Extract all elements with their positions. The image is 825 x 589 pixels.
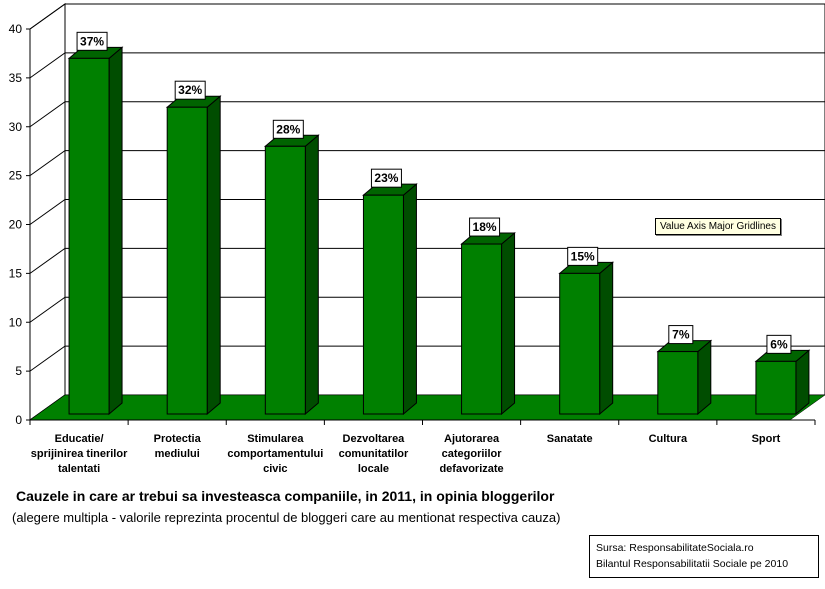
source-line-2: Bilantul Responsabilitatii Sociale pe 20… [596, 558, 789, 570]
bar [755, 360, 797, 415]
gridlines-tooltip: Value Axis Major Gridlines [655, 218, 781, 235]
data-label: 32% [178, 83, 202, 97]
bar-side [402, 183, 417, 416]
data-label: 28% [276, 122, 300, 136]
x-category-label: categoriilor [442, 448, 503, 460]
bar [264, 145, 306, 415]
bar [657, 351, 699, 415]
data-label-box [567, 246, 599, 266]
data-label-box [370, 168, 402, 188]
data-label: 18% [473, 220, 497, 234]
data-label: 7% [672, 328, 690, 342]
bar-side [206, 95, 221, 416]
bar-side [599, 261, 614, 416]
data-label-box [174, 80, 206, 100]
bars [67, 46, 811, 416]
bar [68, 57, 110, 415]
gridline [29, 3, 825, 30]
y-tick-label: 35 [9, 71, 23, 85]
x-category-label: Sport [752, 433, 781, 445]
x-category-label: locale [358, 463, 389, 475]
data-label-box [766, 334, 792, 354]
x-category-label: defavorizate [439, 463, 503, 475]
x-category-label: talentati [58, 463, 100, 475]
data-label: 37% [80, 34, 104, 48]
bar [559, 272, 601, 415]
x-axis: Educatie/sprijinirea tinerilor talentati P… [29, 419, 816, 475]
data-label: 15% [571, 249, 595, 263]
x-category-label: Ajutorarea [444, 433, 500, 445]
y-tick-label: 25 [9, 169, 23, 183]
bar-side [108, 46, 123, 416]
x-category-label: sprijinirea tinerilor [31, 448, 128, 460]
gridline [29, 150, 825, 177]
data-label: 6% [770, 337, 788, 351]
bar [166, 106, 208, 415]
y-tick-label: 10 [9, 315, 23, 329]
x-category-label: Educatie/ [55, 433, 104, 445]
x-category-label: civic [263, 463, 287, 475]
y-tick-label: 20 [9, 218, 23, 232]
source-box: Sursa: ResponsabilitateSociala.ro Bilant… [589, 535, 819, 578]
x-category-label: Sanatate [547, 433, 593, 445]
data-label-box [76, 31, 108, 51]
chart-caption-title: Cauzele in care ar trebui sa investeasca… [16, 488, 555, 504]
x-category-label: Protectia [154, 433, 202, 445]
bar-side [304, 134, 319, 416]
bar-side [697, 339, 712, 416]
bar-side [501, 231, 516, 416]
y-tick-label: 0 [15, 413, 22, 427]
data-label-box [469, 217, 501, 237]
gridline [29, 199, 825, 225]
bar [461, 243, 503, 415]
data-label: 23% [374, 171, 398, 185]
y-tick-label: 5 [15, 364, 22, 378]
bar [362, 194, 404, 415]
y-tick-label: 40 [9, 22, 23, 36]
x-category-label: mediului [155, 448, 200, 460]
x-category-label: Cultura [649, 433, 688, 445]
x-category-label: comunitatilor [339, 448, 409, 460]
data-label-box [272, 119, 304, 139]
y-axis: 0 5 10 15 20 25 30 35 40 [9, 22, 31, 427]
gridline [29, 101, 825, 128]
data-label-box [668, 325, 694, 345]
data-labels: 37% 32% 28% 23% 18% 15% 7% 6% [76, 31, 792, 354]
y-tick-label: 15 [9, 266, 23, 280]
x-category-label: comportamentului [227, 448, 323, 460]
source-line-1: Sursa: ResponsabilitateSociala.ro [596, 542, 754, 554]
chart-caption-subtitle: (alegere multipla - valorile reprezinta … [12, 510, 561, 525]
x-category-label: Dezvoltarea [343, 433, 406, 445]
x-category-label: Stimularea [247, 433, 304, 445]
y-tick-label: 30 [9, 120, 23, 134]
gridline [29, 52, 825, 79]
